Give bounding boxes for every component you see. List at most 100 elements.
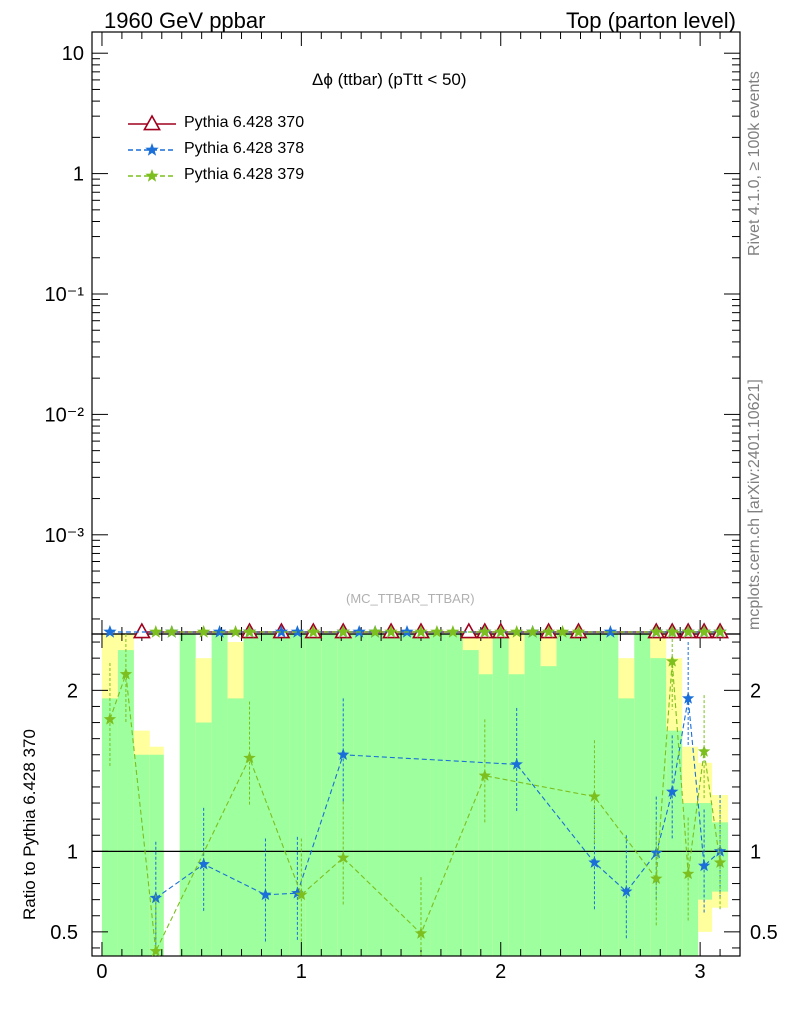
ratio-y-tick-label-right-1: 1 (750, 841, 761, 863)
ratio-band-green-23 (478, 674, 493, 956)
ratio-band-green-28 (556, 634, 573, 956)
ratio-y-tick-label-0: 2 (67, 680, 78, 702)
main-y-tick-label-0: 10 (62, 43, 84, 65)
data-point-379-6 (336, 625, 350, 638)
data-point-379-15 (526, 625, 540, 638)
ratio-point-1-12 (697, 745, 711, 757)
legend-marker-370 (143, 114, 161, 131)
x-tick-label-2: 2 (495, 961, 506, 983)
ratio-band-green-22 (462, 650, 479, 956)
data-point-379-21 (681, 625, 695, 638)
ratio-point-1-5 (337, 851, 350, 863)
ratio-band-green-20 (430, 634, 447, 956)
ratio-point-0-1 (197, 857, 210, 870)
data-point-379-8 (384, 625, 398, 638)
ratio-point-0-10 (682, 691, 695, 704)
ratio-y-tick-label-1: 1 (67, 841, 78, 863)
data-point-379-4 (242, 625, 257, 638)
ratio-band-green-33 (634, 634, 651, 956)
ratio-band-green-18 (399, 634, 416, 956)
plot-title: Δϕ (ttbar) (pTtt < 50) (312, 70, 467, 89)
x-tick-label-1: 1 (296, 961, 307, 983)
ratio-band-green-16 (367, 634, 384, 956)
legend-label-378: Pythia 6.428 378 (184, 140, 305, 157)
ratio-band-green-34 (650, 658, 667, 956)
data-point-379-5 (306, 625, 320, 638)
data-point-378-5 (290, 625, 304, 638)
ratio-band-green-31 (602, 634, 619, 956)
data-point-379-1 (165, 625, 179, 638)
ratio-point-1-4 (295, 888, 308, 901)
ratio-band-green-27 (540, 666, 557, 956)
ratio-band-green-29 (572, 634, 589, 956)
data-point-379-7 (368, 625, 382, 638)
analysis-watermark: (MC_TTBAR_TTBAR) (346, 591, 475, 606)
data-point-379-22 (697, 625, 711, 638)
x-tick-label-3: 3 (695, 961, 706, 983)
ratio-band-green-21 (446, 634, 463, 956)
ratio-point-0-2 (259, 888, 272, 901)
legend-label-379: Pythia 6.428 379 (184, 166, 305, 183)
data-point-378-2 (212, 625, 227, 638)
data-point-370-7 (459, 622, 478, 639)
ratio-band-green-9 (257, 634, 274, 956)
ratio-band-green-4 (179, 634, 196, 956)
x-tick-label-0: 0 (96, 961, 107, 983)
ratio-point-0-5 (510, 757, 523, 770)
ratio-band-green-14 (337, 634, 354, 956)
ratio-point-1-2 (149, 944, 162, 957)
ratio-band-green-13 (321, 634, 338, 956)
ratio-band-green-24 (492, 634, 509, 956)
ratio-y-tick-label-right-0: 2 (750, 680, 761, 702)
ratio-band-green-2 (133, 754, 150, 956)
ratio-band-green-1 (117, 650, 134, 956)
data-point-379-0 (149, 625, 163, 638)
data-point-379-18 (571, 625, 586, 638)
data-point-378-4 (274, 625, 289, 638)
data-point-379-17 (555, 625, 570, 638)
ratio-band-green-12 (305, 634, 322, 956)
ratio-band-green-7 (227, 698, 244, 956)
ratio-band-green-10 (273, 634, 290, 956)
data-point-379-16 (541, 625, 556, 638)
main-y-tick-label-3: 10⁻² (45, 404, 85, 426)
legend-marker-379 (145, 169, 159, 182)
data-point-379-9 (414, 625, 428, 638)
data-point-379-19 (649, 625, 663, 638)
ratio-point-1-10 (666, 654, 679, 667)
data-point-379-12 (478, 625, 492, 638)
ratio-band-green-35 (666, 730, 683, 956)
ratio-band-green-6 (211, 634, 228, 956)
ratio-point-0-6 (588, 856, 601, 868)
ratio-band-green-19 (415, 634, 431, 956)
header-energy-label: 1960 GeV ppbar (104, 8, 266, 33)
main-y-tick-label-2: 10⁻¹ (45, 284, 85, 306)
ratio-band-green-8 (243, 634, 258, 956)
main-y-tick-label-4: 10⁻³ (45, 525, 85, 547)
ratio-point-1-8 (588, 790, 601, 802)
ratio-line-1 (109, 661, 721, 954)
ratio-point-0-12 (713, 844, 727, 857)
data-point-379-23 (713, 625, 727, 638)
data-point-379-2 (197, 625, 211, 638)
ratio-point-1-9 (650, 872, 663, 884)
data-point-379-13 (494, 625, 508, 638)
mcplots-credit-label: mcplots.cern.ch [arXiv:2401.10621] (746, 379, 763, 630)
ratio-band-green-26 (524, 634, 541, 956)
ratio-point-0-3 (291, 886, 304, 899)
data-point-379-20 (665, 625, 679, 638)
data-point-378-0 (103, 625, 117, 638)
ratio-band-green-32 (618, 698, 635, 956)
data-point-378-7 (352, 625, 366, 638)
ratio-point-1-0 (103, 712, 117, 725)
ratio-point-1-1 (119, 667, 133, 680)
main-y-tick-label-1: 1 (73, 164, 84, 186)
ratio-band-green-3 (149, 754, 164, 956)
legend-marker-378 (145, 143, 159, 156)
ratio-point-1-7 (478, 769, 491, 781)
ratio-point-1-6 (414, 927, 428, 939)
ratio-point-0-7 (620, 885, 633, 897)
data-point-379-11 (446, 625, 460, 638)
header-process-label: Top (parton level) (566, 8, 736, 33)
